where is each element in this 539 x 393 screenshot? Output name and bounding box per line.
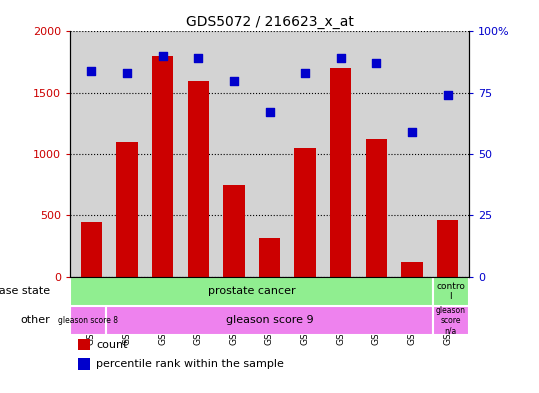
Text: count: count — [96, 340, 128, 350]
Point — [443, 92, 452, 98]
Bar — [365, 140, 387, 277]
Point — [372, 60, 381, 66]
Point — [123, 70, 132, 76]
Text: other: other — [20, 316, 50, 325]
Bar — [188, 81, 209, 277]
Point — [265, 109, 274, 116]
Bar — [81, 222, 102, 277]
Bar — [78, 358, 90, 369]
Title: GDS5072 / 216623_x_at: GDS5072 / 216623_x_at — [185, 15, 354, 29]
Text: gleason
score
n/a: gleason score n/a — [436, 305, 466, 335]
Text: gleason score 8: gleason score 8 — [58, 316, 118, 325]
Text: percentile rank within the sample: percentile rank within the sample — [96, 359, 284, 369]
Bar — [106, 306, 433, 335]
Bar — [78, 339, 90, 350]
Bar — [330, 68, 351, 277]
Point — [194, 55, 203, 62]
Text: contro
l: contro l — [437, 282, 465, 301]
Bar — [433, 277, 469, 306]
Point — [336, 55, 345, 62]
Point — [87, 68, 96, 74]
Point — [230, 77, 238, 84]
Bar — [259, 237, 280, 277]
Text: disease state: disease state — [0, 286, 50, 296]
Bar — [437, 220, 458, 277]
Text: prostate cancer: prostate cancer — [208, 286, 295, 296]
Bar — [70, 306, 106, 335]
Bar — [433, 306, 469, 335]
Bar — [223, 185, 245, 277]
Bar — [294, 148, 316, 277]
Bar — [401, 262, 423, 277]
Point — [158, 53, 167, 59]
Text: gleason score 9: gleason score 9 — [226, 316, 313, 325]
Point — [407, 129, 416, 135]
Bar — [116, 142, 138, 277]
Bar — [152, 56, 174, 277]
Point — [301, 70, 309, 76]
